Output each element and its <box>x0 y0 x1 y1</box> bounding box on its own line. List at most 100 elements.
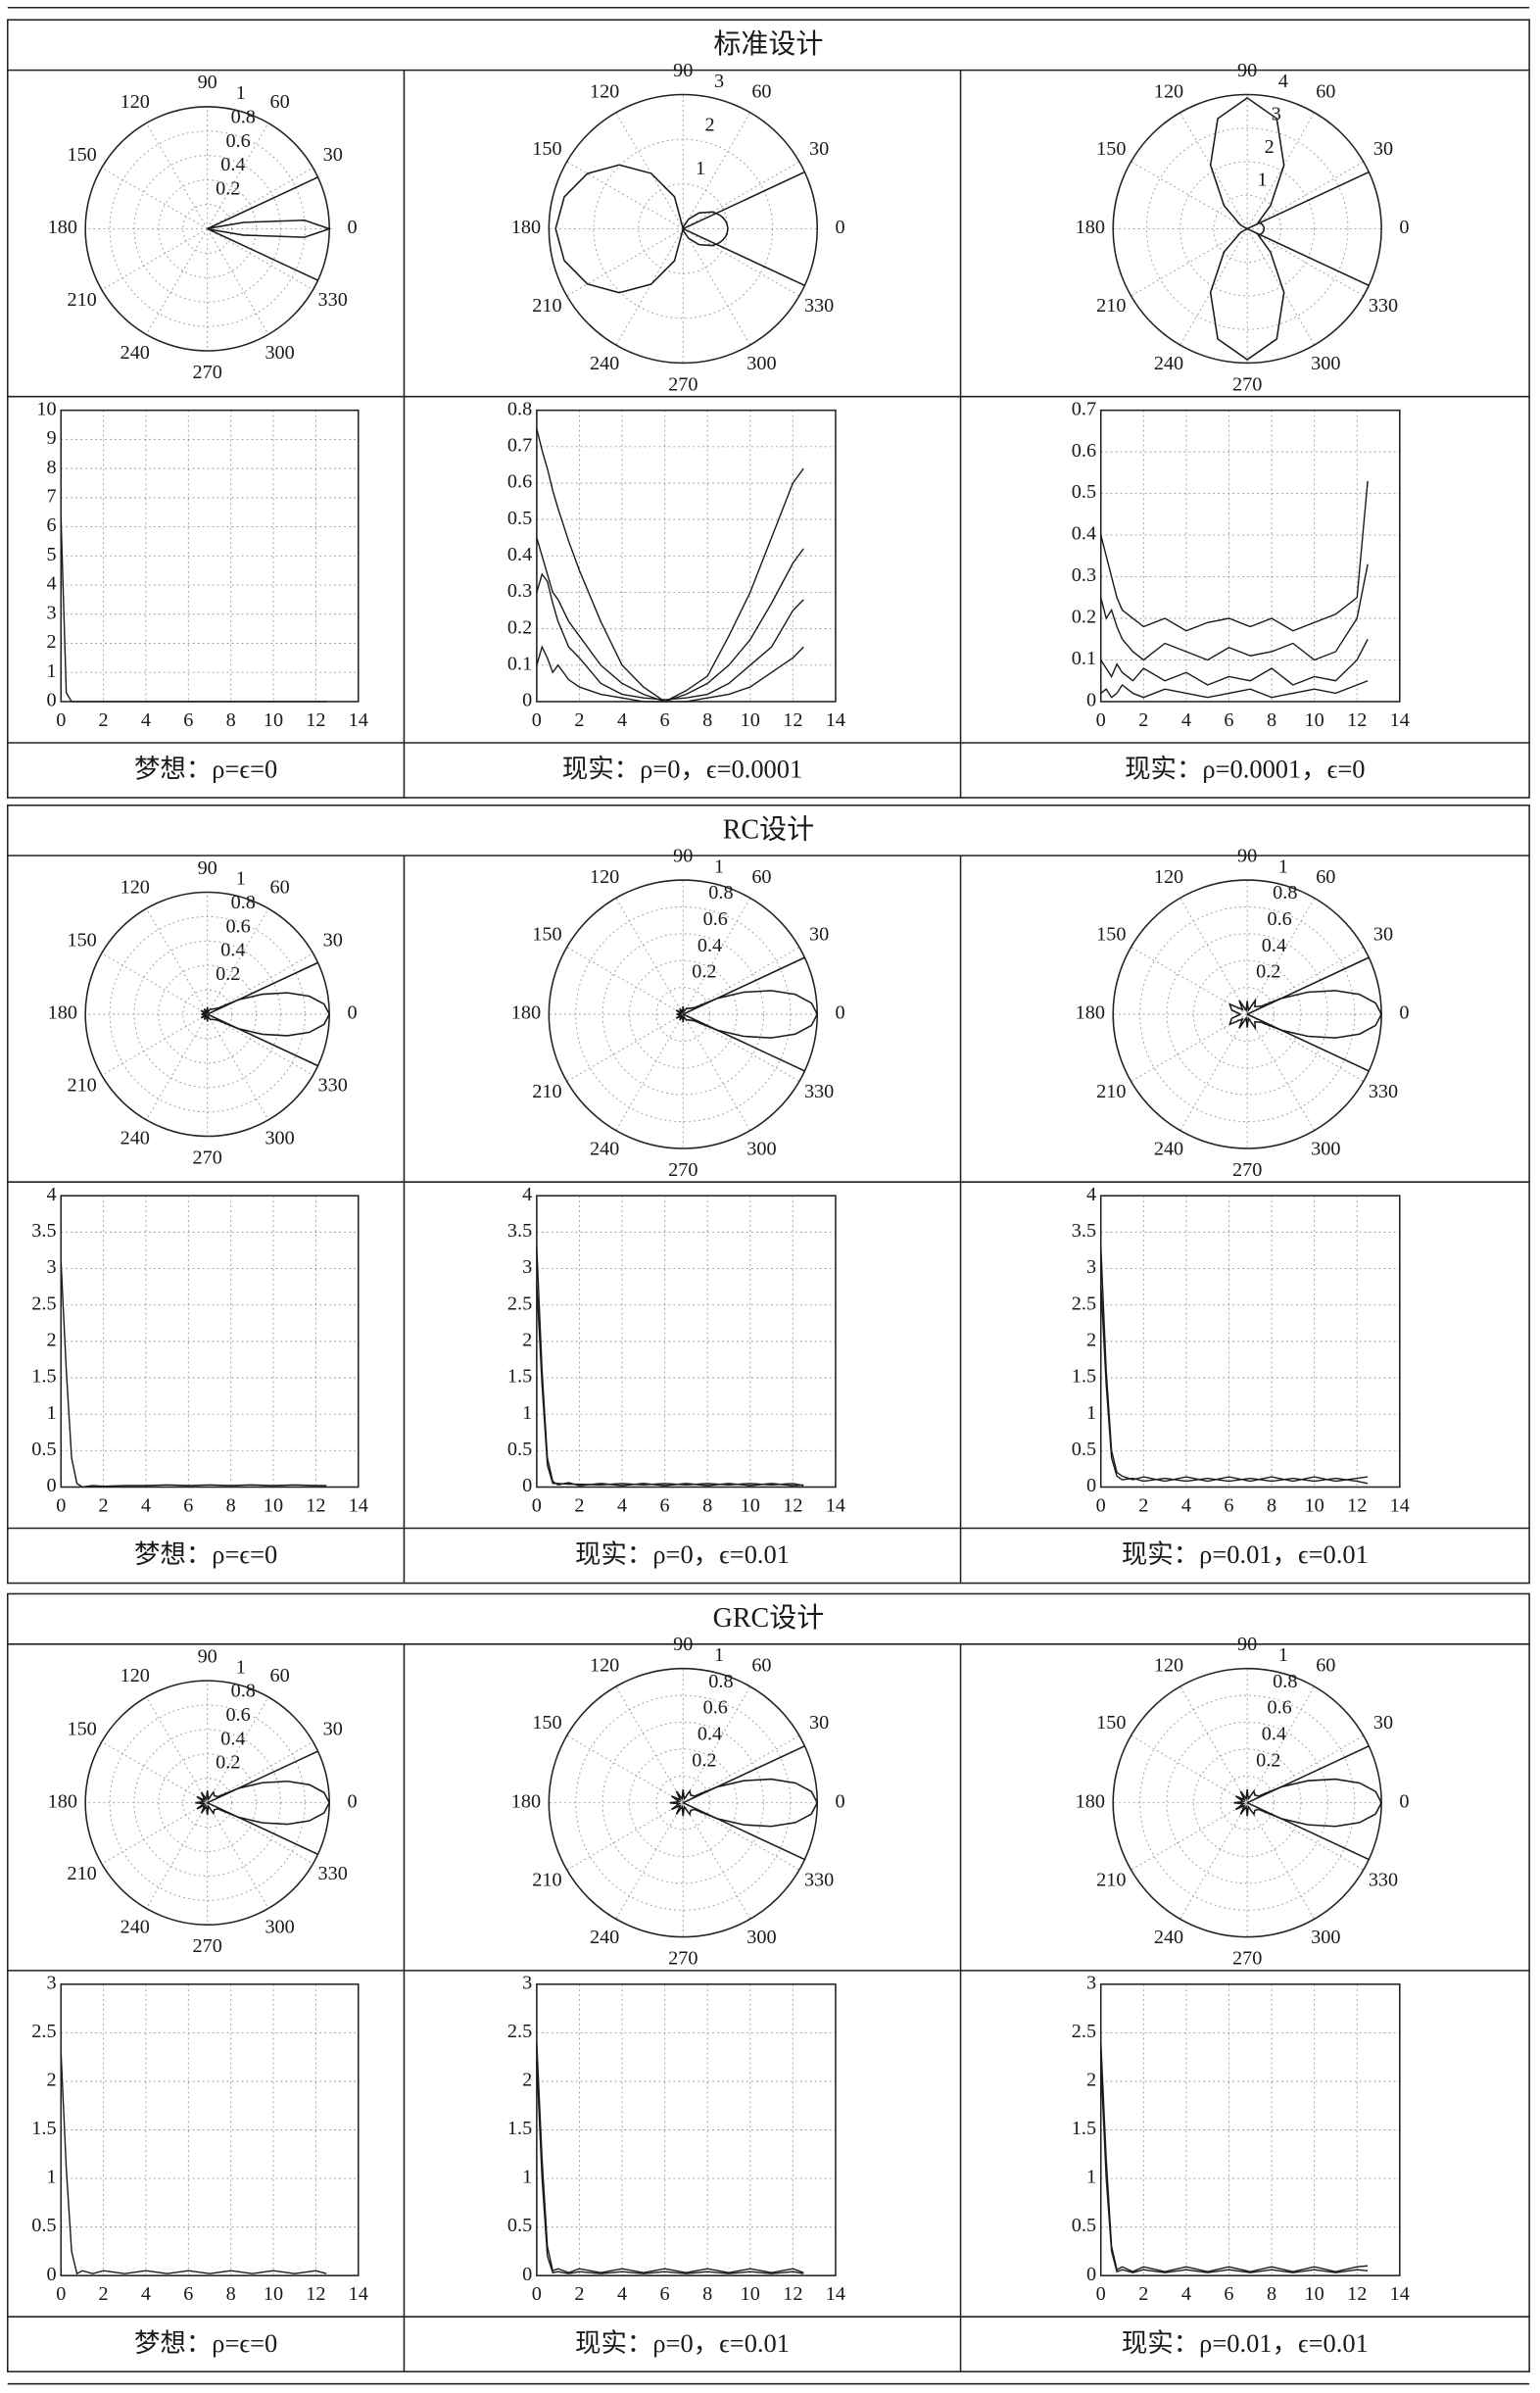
line-series <box>1100 638 1369 686</box>
boundary-line <box>1246 1013 1370 1072</box>
angle-tick-label: 210 <box>67 1075 96 1097</box>
beam-pattern <box>200 992 331 1037</box>
x-tick-label: 14 <box>1390 2283 1410 2305</box>
line-series <box>1100 480 1369 632</box>
y-tick-label: 1.5 <box>1072 2118 1096 2139</box>
angle-tick-label: 0 <box>1399 1002 1409 1024</box>
x-tick-label: 6 <box>183 2283 193 2305</box>
radial-tick-label: 0.6 <box>225 130 250 152</box>
angle-grid-line <box>615 1013 684 1131</box>
radial-grid-circle <box>1220 1775 1275 1831</box>
radial-tick-label: 2 <box>1265 136 1275 158</box>
angle-tick-label: 120 <box>590 1654 619 1676</box>
angle-tick-label: 60 <box>269 91 289 113</box>
angle-grid-line <box>146 1802 209 1909</box>
beam-pattern <box>554 164 729 294</box>
y-tick-label: 0.3 <box>1072 564 1096 586</box>
angle-tick-label: 120 <box>120 91 150 113</box>
x-tick-label: 0 <box>1096 2283 1106 2305</box>
angle-tick-label: 300 <box>1311 1927 1340 1948</box>
angle-grid-line <box>1246 1802 1365 1871</box>
x-tick-label: 10 <box>1305 2283 1324 2305</box>
x-tick-label: 12 <box>1347 709 1367 731</box>
plot-frame <box>536 1983 837 2276</box>
radial-grid-circle <box>133 940 281 1089</box>
angle-tick-label: 270 <box>1232 373 1262 395</box>
angle-grid-line <box>101 167 208 229</box>
y-tick-label: 3 <box>522 1256 532 1278</box>
angle-tick-label: 30 <box>323 144 343 166</box>
angle-grid-line <box>207 1696 269 1803</box>
angle-tick-label: 300 <box>746 1927 776 1948</box>
y-tick-label: 4 <box>46 1184 56 1205</box>
caption: 现实：ρ=0.01，ϵ=0.01 <box>1122 1539 1369 1569</box>
angle-tick-label: 300 <box>265 1916 294 1937</box>
y-tick-label: 0.5 <box>1072 481 1096 503</box>
angle-tick-label: 60 <box>269 1665 289 1686</box>
angle-tick-label: 30 <box>1373 1712 1393 1734</box>
boundary-line <box>1246 1801 1370 1861</box>
polar-frame <box>1112 93 1382 365</box>
boundary-line <box>682 1801 805 1861</box>
x-tick-label: 2 <box>99 1494 109 1516</box>
y-tick-label: 1.5 <box>31 2118 56 2139</box>
radial-grid-circle <box>109 130 306 327</box>
radial-grid-circle <box>182 989 233 1040</box>
x-tick-label: 2 <box>99 2283 109 2305</box>
angle-tick-label: 60 <box>751 80 771 102</box>
angle-grid-line <box>566 1802 684 1871</box>
x-tick-label: 12 <box>306 709 325 731</box>
polar-frame <box>548 93 819 365</box>
angle-grid-line <box>683 1802 800 1871</box>
radial-tick-label: 1 <box>236 1656 246 1678</box>
x-tick-label: 14 <box>1390 709 1410 731</box>
angle-tick-label: 240 <box>590 1138 619 1159</box>
angle-tick-label: 210 <box>67 1863 96 1884</box>
x-tick-label: 12 <box>783 709 802 731</box>
plot-frame <box>60 1195 360 1489</box>
angle-grid-line <box>207 1013 269 1121</box>
y-tick-label: 5 <box>46 544 56 565</box>
angle-grid-line <box>146 1013 209 1121</box>
line-series <box>1100 1246 1369 1483</box>
line-series <box>60 517 327 703</box>
angle-tick-label: 240 <box>1154 1138 1183 1159</box>
boundary-line <box>682 227 805 287</box>
y-tick-label: 1 <box>46 1402 56 1424</box>
angle-grid-line <box>207 167 313 229</box>
angle-tick-label: 240 <box>590 1927 619 1948</box>
y-tick-label: 7 <box>46 485 56 507</box>
radial-tick-label: 0.4 <box>220 1728 245 1749</box>
angle-tick-label: 270 <box>193 1935 222 1957</box>
angle-grid-line <box>682 1013 751 1131</box>
angle-tick-label: 90 <box>1237 845 1257 866</box>
caption: 现实：ρ=0，ϵ=0.0001 <box>562 755 802 784</box>
section-title: RC设计 <box>723 813 814 845</box>
x-tick-label: 12 <box>1347 2283 1367 2305</box>
y-tick-label: 9 <box>46 427 56 449</box>
y-tick-label: 0 <box>522 2264 532 2285</box>
angle-grid-line <box>682 228 751 346</box>
line-series <box>60 1261 327 1489</box>
angle-tick-label: 120 <box>1154 80 1183 102</box>
angle-tick-label: 270 <box>193 1148 222 1169</box>
x-tick-label: 4 <box>1181 1494 1191 1516</box>
angle-tick-label: 300 <box>1311 1138 1340 1159</box>
y-tick-label: 3 <box>1086 1973 1096 1994</box>
line-series <box>536 2062 804 2274</box>
angle-grid-line <box>101 952 208 1015</box>
angle-tick-label: 180 <box>48 217 77 238</box>
radial-tick-label: 0.4 <box>220 154 245 175</box>
x-tick-label: 6 <box>1224 2283 1233 2305</box>
angle-tick-label: 240 <box>120 1128 150 1149</box>
radial-tick-label: 0.6 <box>703 908 728 930</box>
angle-tick-label: 180 <box>48 1790 77 1812</box>
angle-tick-label: 60 <box>1316 1654 1335 1676</box>
y-tick-label: 0.2 <box>507 616 532 638</box>
y-tick-label: 8 <box>46 457 56 478</box>
angle-tick-label: 240 <box>1154 1927 1183 1948</box>
x-tick-label: 12 <box>783 2283 802 2305</box>
y-tick-label: 1 <box>522 1402 532 1424</box>
angle-tick-label: 180 <box>48 1002 77 1024</box>
angle-tick-label: 120 <box>1154 866 1183 888</box>
